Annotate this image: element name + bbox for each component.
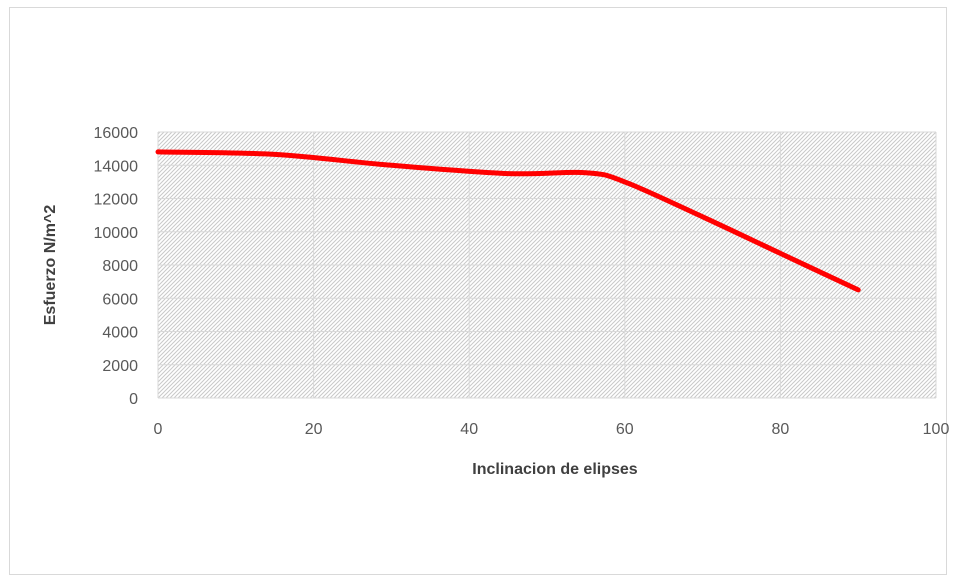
y-tick-label: 16000 — [94, 125, 139, 142]
y-tick-label: 0 — [129, 391, 138, 408]
y-tick-label: 2000 — [102, 358, 138, 375]
y-tick-label: 4000 — [102, 325, 138, 342]
y-tick-label: 10000 — [94, 225, 139, 242]
tick-labels: 0 2000 4000 6000 8000 10000 12000 14000 16000 0 20… — [94, 125, 950, 438]
x-tick-label: 0 — [154, 421, 163, 438]
y-tick-label: 8000 — [102, 258, 138, 275]
y-tick-label: 6000 — [102, 291, 138, 308]
x-tick-label: 60 — [616, 421, 634, 438]
y-axis-title: Esfuerzo N/m^2 — [42, 205, 59, 326]
x-tick-label: 80 — [772, 421, 790, 438]
gridlines — [157, 131, 937, 399]
series-line — [155, 149, 861, 293]
x-tick-label: 20 — [305, 421, 323, 438]
x-axis-title: Inclinacion de elipses — [472, 461, 637, 478]
x-tick-label: 100 — [923, 421, 950, 438]
y-tick-label: 12000 — [94, 192, 139, 209]
x-tick-label: 40 — [460, 421, 478, 438]
y-tick-label: 14000 — [94, 158, 139, 175]
